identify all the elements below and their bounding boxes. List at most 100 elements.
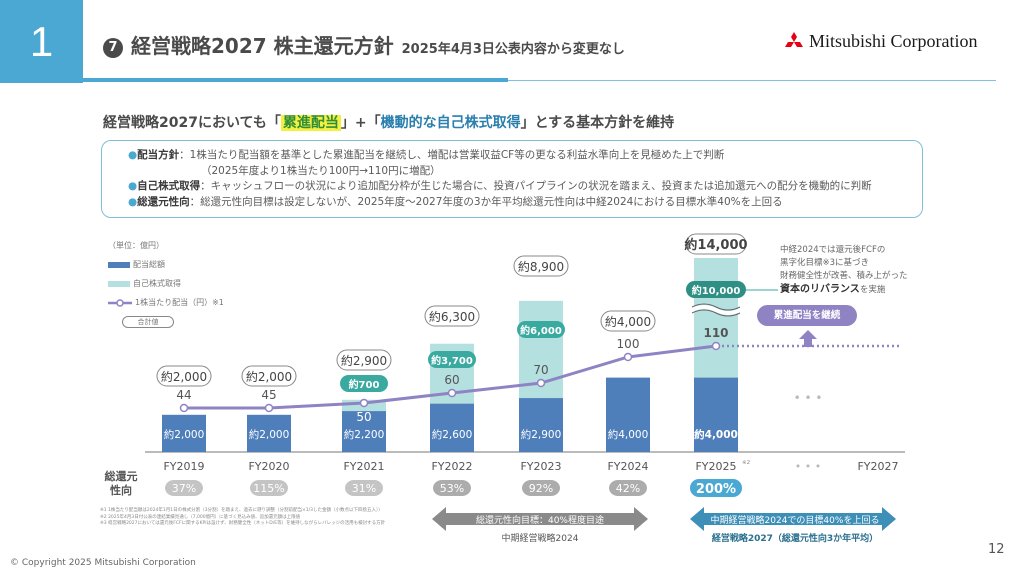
total-pill (156, 365, 212, 387)
payout-pill (522, 480, 560, 496)
continue-progressive-dividend-pill: 累進配当を継続 (757, 305, 857, 326)
dps-label: 70 (533, 363, 548, 377)
total-label: 約14,000 (684, 237, 747, 253)
dividend-label: 約2,200 (344, 428, 385, 441)
title-text: 経営戦略2027 株主還元方針 (131, 34, 394, 58)
strategy2027-double-arrow (690, 507, 896, 531)
dps-label: 100 (617, 337, 640, 351)
footnotes: ※1 1株当たり配当額は2024年1月1日の株式分割（3分割）を踏まえ、過去に遡… (100, 508, 420, 528)
axis-break-line (691, 309, 741, 317)
dividend-label: 約2,900 (521, 428, 562, 441)
total-pill (336, 349, 392, 371)
bullet-icon: ● (128, 180, 138, 192)
payout-label: 92% (529, 482, 553, 495)
x-tick-label: FY2022 (431, 460, 472, 473)
dps-point (623, 352, 633, 362)
x-tick-label: FY2025 (695, 460, 736, 473)
bar-buyback (694, 258, 738, 378)
footnote: ※1 1株当たり配当額は2024年1月1日の株式分割（3分割）を踏まえ、過去に遡… (100, 508, 383, 513)
dividend-label: 約4,000 (608, 428, 649, 441)
up-arrow-icon (799, 330, 817, 347)
legend-unit: （単位：億円） (108, 240, 224, 251)
axis-break-line (691, 303, 741, 311)
legend-dps: 1株当たり配当（円）※1 (108, 297, 224, 308)
bar-dividend (247, 414, 291, 452)
legend-buyback: 自己株式取得 (108, 278, 224, 289)
buyback-pill (340, 375, 388, 392)
bar-dividend (694, 377, 738, 452)
total-pill (424, 305, 480, 327)
bar-dividend (162, 414, 206, 452)
buyback-label: 約700 (349, 378, 380, 391)
payout-label: 31% (352, 482, 376, 495)
legend-dividend: 配当総額 (108, 259, 224, 270)
note-bold: 資本のリバランス (780, 284, 860, 295)
note-line: 中経2024では還元後FCFの (780, 245, 886, 255)
total-pill (241, 365, 297, 387)
title-subtitle: 2025年4月3日公表内容から変更なし (401, 42, 625, 57)
bar-dividend (430, 403, 474, 452)
x-tick-label: FY2027 (857, 460, 898, 473)
dividend-label: 約2,000 (249, 428, 290, 441)
headline-middle: 」+「 (340, 115, 381, 131)
policy-text: ：総還元性向目標は設定しないが、2025年度～2027年度の3か年平均総還元性向… (189, 195, 783, 208)
copyright: © Copyright 2025 Mitsubishi Corporation (10, 558, 196, 568)
x-tick-label: FY2020 (248, 460, 289, 473)
payout-pill (165, 480, 203, 496)
policy-payout: ●総還元性向：総還元性向目標は設定しないが、2025年度～2027年度の3か年平… (128, 195, 922, 211)
mid2024-arrow-caption: 中期経営戦略2024 (501, 534, 579, 544)
line-marker-icon (108, 298, 132, 307)
strategy2027-arrow-label: 中期経営戦略2024での目標40%を上回る (710, 516, 880, 526)
page-number: 12 (988, 542, 1005, 557)
policy-text: ：キャッシュフローの状況により追加配分枠が生じた場合に、投資パイプラインの状況を… (200, 180, 872, 192)
mid2024-double-arrow (432, 507, 648, 531)
bar-dividend (606, 377, 650, 452)
total-label: 約4,000 (605, 314, 651, 329)
unit-label: （単位：億円） (108, 241, 164, 250)
header-divider-thin (508, 80, 996, 81)
buyback-pill (517, 321, 565, 338)
headline-highlight-progressive-dividend: 累進配当 (280, 115, 341, 131)
buyback-pill (428, 351, 476, 368)
three-diamonds-icon (785, 31, 803, 47)
headline-highlight-buyback: 機動的な自己株式取得 (380, 115, 521, 131)
page-title: 7 経営戦略2027 株主還元方針 2025年4月3日公表内容から変更なし (103, 30, 625, 60)
dps-point (359, 398, 369, 408)
total-label: 約2,000 (246, 369, 292, 384)
buyback-label: 約6,000 (520, 324, 562, 337)
footnote: ※2 2025年4月3日付公表の連結業績見通し（7,000億円）に基づく見込み値… (100, 514, 301, 520)
payout-pill (250, 480, 288, 496)
headline: 経営戦略2027においても「 累進配当 」+「機動的な自己株式取得」とする基本方針を… (103, 112, 674, 132)
strategy2027-arrow-caption: 経営戦略2027（総還元性向3か年平均） (711, 534, 879, 544)
dps-label: 44 (176, 388, 191, 402)
dps-point (179, 403, 189, 413)
bullet-icon: ● (128, 149, 138, 161)
fy2025-note: ※2 (742, 460, 750, 466)
header-divider (83, 78, 508, 82)
payout-pill (609, 480, 647, 496)
x-tick-label: FY2019 (163, 460, 204, 473)
dps-label: 110 (703, 326, 728, 340)
dividend-label: 約2,600 (432, 428, 473, 441)
total-label: 約6,300 (429, 309, 475, 324)
company-name: Mitsubishi Corporation (809, 31, 978, 51)
policy-dividend: ●配当方針：1株当たり配当額を基準とした累進配当を継続し、増配は営業収益CF等の… (128, 148, 922, 164)
total-label: 約8,900 (518, 259, 564, 274)
chart-legend: （単位：億円） 配当総額 自己株式取得 1株当たり配当（円）※1 合計値 (108, 240, 224, 328)
footnote: ※3 経営戦略2027においては還元後FCFに関するKPIは設けず、財務健全性（… (100, 521, 386, 526)
rebalance-note: 中経2024では還元後FCFの 黒字化目標※3に基づき 財務健全性が改善、積み上… (780, 244, 908, 297)
payout-pill (433, 480, 471, 496)
policy-buyback: ●自己株式取得：キャッシュフローの状況により追加配分枠が生じた場合に、投資パイプ… (128, 179, 922, 195)
axis-break (691, 305, 741, 315)
buyback-pill (686, 281, 746, 298)
dps-point (447, 388, 457, 398)
legend-label: 自己株式取得 (133, 279, 181, 288)
payout-pill (690, 479, 742, 497)
note-suffix: を実施 (859, 285, 886, 295)
title-index-badge: 7 (103, 37, 123, 58)
dividend-label: 約4,000 (694, 428, 738, 441)
payout-label: 42% (616, 482, 640, 495)
dps-label: 45 (261, 388, 276, 402)
company-logo: Mitsubishi Corporation (783, 31, 978, 52)
headline-suffix: 」とする基本方針を維持 (520, 115, 675, 131)
